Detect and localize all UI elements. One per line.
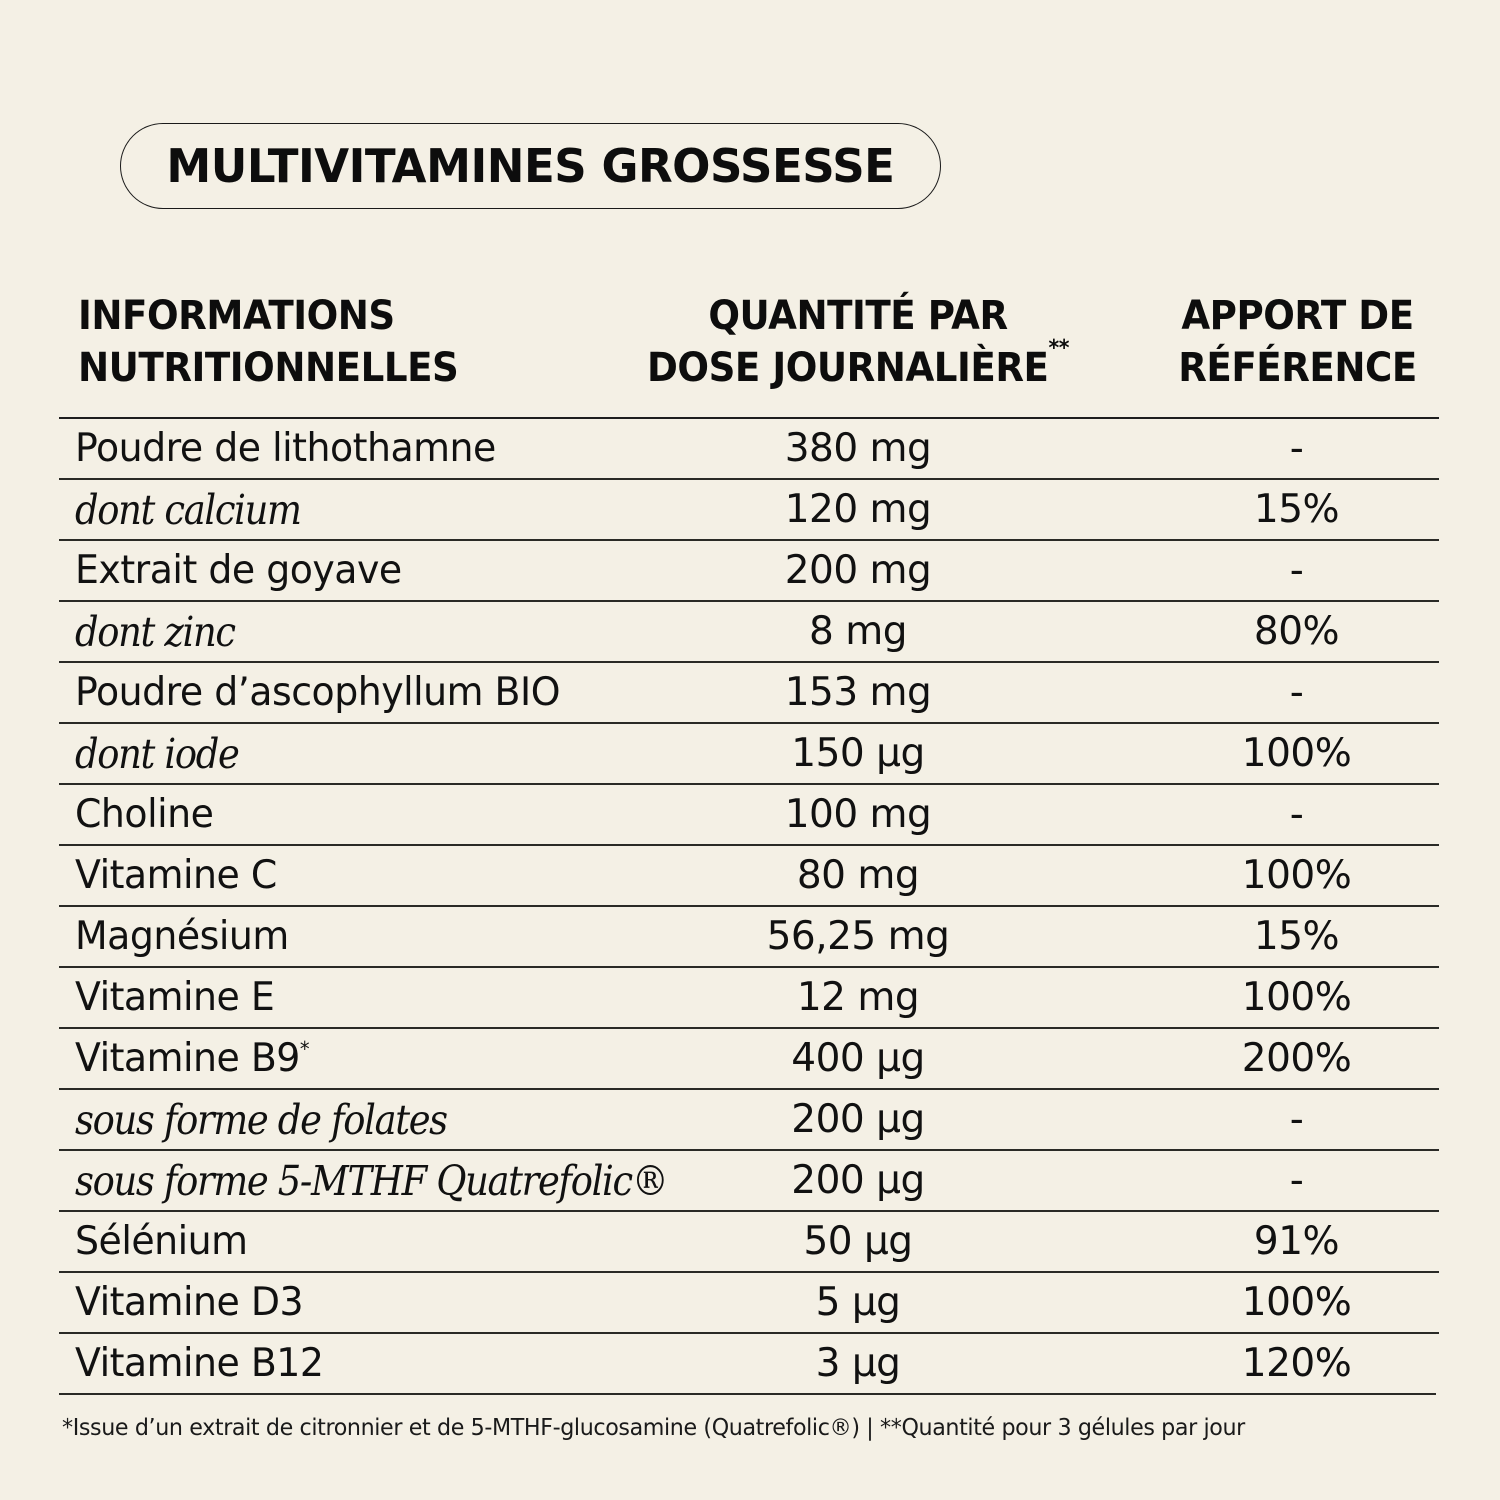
nutrient-name-text: Vitamine D3 (75, 1280, 304, 1325)
reference-intake-value: 100% (1241, 975, 1352, 1020)
nutrient-name: Poudre de lithothamne (75, 419, 496, 478)
quantity-value: 56,25 mg (766, 914, 950, 959)
footnote-marker: ** (1048, 336, 1069, 361)
quantity-value: 3 µg (815, 1341, 901, 1386)
table-row: Vitamine B12 3 µg 120% (59, 1334, 1436, 1395)
nutrient-name-text: Choline (75, 792, 214, 837)
header-line: DOSE JOURNALIÈRE** (637, 338, 1080, 394)
table-row: sous forme de folates 200 µg - (59, 1090, 1439, 1151)
nutrient-name-text: dont zinc (75, 608, 236, 656)
table-row: dont iode 150 µg 100% (59, 724, 1439, 785)
nutrient-name-text: Magnésium (75, 914, 289, 959)
quantity-value: 200 µg (791, 1158, 925, 1203)
nutrient-name-text: Poudre d’ascophyllum BIO (75, 670, 560, 715)
nutrient-name: Vitamine D3 (75, 1273, 304, 1332)
nutrient-name: Magnésium (75, 907, 289, 966)
page-title: MULTIVITAMINES GROSSESSE (166, 139, 895, 193)
quantity-value: 380 mg (784, 426, 932, 471)
quantity-value: 150 µg (791, 731, 925, 776)
nutrient-name: Vitamine B9* (75, 1029, 310, 1088)
nutrient-name: Vitamine C (75, 846, 277, 905)
footnote: *Issue d’un extrait de citronnier et de … (62, 1415, 1245, 1441)
reference-intake-value: - (1289, 1097, 1304, 1142)
table-row: Vitamine C 80 mg 100% (59, 846, 1439, 907)
table-row: Sélénium 50 µg 91% (59, 1212, 1439, 1273)
table-row: dont zinc 8 mg 80% (59, 602, 1439, 663)
table-row: Poudre de lithothamne 380 mg - (59, 419, 1439, 480)
reference-intake-value: - (1289, 792, 1304, 837)
table-row: Magnésium 56,25 mg 15% (59, 907, 1439, 968)
quantity-value: 153 mg (784, 670, 932, 715)
table-row: Choline 100 mg - (59, 785, 1439, 846)
reference-intake-value: 91% (1253, 1219, 1340, 1264)
nutrition-table: Poudre de lithothamne 380 mg - dont calcium… (59, 417, 1439, 1395)
nutrient-name-text: dont iode (75, 730, 240, 778)
footnote-marker: * (299, 1037, 310, 1061)
nutrient-name-text: Poudre de lithothamne (75, 426, 496, 471)
table-row: dont calcium 120 mg 15% (59, 480, 1439, 541)
reference-intake-value: - (1289, 670, 1304, 715)
quantity-value: 200 mg (784, 548, 932, 593)
nutrient-name-text: Vitamine B12 (75, 1341, 324, 1386)
reference-intake-value: - (1289, 426, 1304, 471)
header-line: QUANTITÉ PAR (708, 293, 1008, 339)
quantity-value: 200 µg (791, 1097, 925, 1142)
nutrient-name-text: Sélénium (75, 1219, 248, 1264)
reference-intake-value: 200% (1241, 1036, 1352, 1081)
nutrient-name: Extrait de goyave (75, 541, 402, 600)
reference-intake-value: - (1289, 548, 1304, 593)
table-row: Vitamine D3 5 µg 100% (59, 1273, 1439, 1334)
nutrient-name: sous forme 5-MTHF Quatrefolic® (75, 1151, 669, 1210)
reference-intake-value: 15% (1253, 914, 1340, 959)
reference-intake-value: 15% (1253, 487, 1340, 532)
quantity-value: 50 µg (803, 1219, 913, 1264)
nutrient-name: dont zinc (75, 602, 236, 661)
nutrient-name: sous forme de folates (75, 1090, 448, 1149)
title-pill: MULTIVITAMINES GROSSESSE (120, 123, 941, 209)
quantity-value: 5 µg (815, 1280, 901, 1325)
reference-intake-value: 100% (1241, 853, 1352, 898)
header-line: NUTRITIONNELLES (78, 345, 459, 391)
nutrient-name: Poudre d’ascophyllum BIO (75, 663, 560, 722)
quantity-value: 120 mg (784, 487, 932, 532)
header-daily-dose-quantity: QUANTITÉ PAR DOSE JOURNALIÈRE** (637, 290, 1080, 394)
reference-intake-value: 120% (1241, 1341, 1352, 1386)
table-row: Vitamine E 12 mg 100% (59, 968, 1439, 1029)
header-reference-intake: APPORT DE RÉFÉRENCE (1160, 290, 1434, 394)
nutrient-name-text: Vitamine B9 (75, 1036, 300, 1081)
header-line-text: DOSE JOURNALIÈRE (647, 345, 1049, 391)
header-nutritional-info: INFORMATIONS NUTRITIONNELLES (78, 290, 459, 394)
header-line: RÉFÉRENCE (1178, 345, 1417, 391)
reference-intake-value: 100% (1241, 731, 1352, 776)
table-header: INFORMATIONS NUTRITIONNELLES QUANTITÉ PA… (0, 290, 1500, 400)
nutrient-name: Vitamine E (75, 968, 275, 1027)
nutrient-name-text: Vitamine E (75, 975, 275, 1020)
header-line: INFORMATIONS (78, 293, 395, 339)
table-row: sous forme 5-MTHF Quatrefolic® 200 µg - (59, 1151, 1439, 1212)
reference-intake-value: 80% (1253, 609, 1340, 654)
quantity-value: 80 mg (796, 853, 920, 898)
nutrient-name: Sélénium (75, 1212, 248, 1271)
nutrient-name: dont iode (75, 724, 240, 783)
nutrient-name-text: sous forme de folates (75, 1096, 448, 1144)
quantity-value: 400 µg (791, 1036, 925, 1081)
quantity-value: 12 mg (796, 975, 920, 1020)
nutrient-name: Choline (75, 785, 214, 844)
quantity-value: 8 mg (809, 609, 907, 654)
nutrient-name-text: sous forme 5-MTHF Quatrefolic® (75, 1157, 669, 1205)
nutrient-name-text: Vitamine C (75, 853, 277, 898)
table-row: Vitamine B9* 400 µg 200% (59, 1029, 1439, 1090)
nutrient-name: Vitamine B12 (75, 1334, 324, 1393)
table-row: Extrait de goyave 200 mg - (59, 541, 1439, 602)
quantity-value: 100 mg (784, 792, 932, 837)
table-row: Poudre d’ascophyllum BIO 153 mg - (59, 663, 1439, 724)
nutrient-name-text: dont calcium (75, 486, 302, 534)
reference-intake-value: - (1289, 1158, 1304, 1203)
header-line: APPORT DE (1181, 293, 1414, 339)
reference-intake-value: 100% (1241, 1280, 1352, 1325)
nutrient-name-text: Extrait de goyave (75, 548, 402, 593)
nutrient-name: dont calcium (75, 480, 302, 539)
